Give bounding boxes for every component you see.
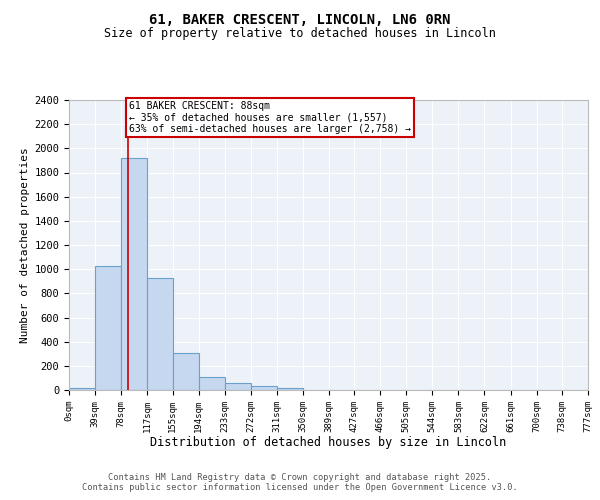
- Y-axis label: Number of detached properties: Number of detached properties: [20, 147, 30, 343]
- Bar: [224, 384, 251, 390]
- Text: Size of property relative to detached houses in Lincoln: Size of property relative to detached ho…: [104, 28, 496, 40]
- Text: Contains HM Land Registry data © Crown copyright and database right 2025.
Contai: Contains HM Land Registry data © Crown c…: [82, 473, 518, 492]
- Bar: [147, 278, 173, 390]
- Bar: [251, 386, 277, 390]
- Bar: [173, 352, 199, 390]
- Bar: [95, 266, 121, 390]
- Bar: [121, 158, 147, 390]
- Bar: [69, 388, 95, 390]
- Text: 61 BAKER CRESCENT: 88sqm
← 35% of detached houses are smaller (1,557)
63% of sem: 61 BAKER CRESCENT: 88sqm ← 35% of detach…: [129, 101, 411, 134]
- X-axis label: Distribution of detached houses by size in Lincoln: Distribution of detached houses by size …: [151, 436, 506, 449]
- Bar: [277, 388, 303, 390]
- Bar: [199, 376, 224, 390]
- Text: 61, BAKER CRESCENT, LINCOLN, LN6 0RN: 61, BAKER CRESCENT, LINCOLN, LN6 0RN: [149, 12, 451, 26]
